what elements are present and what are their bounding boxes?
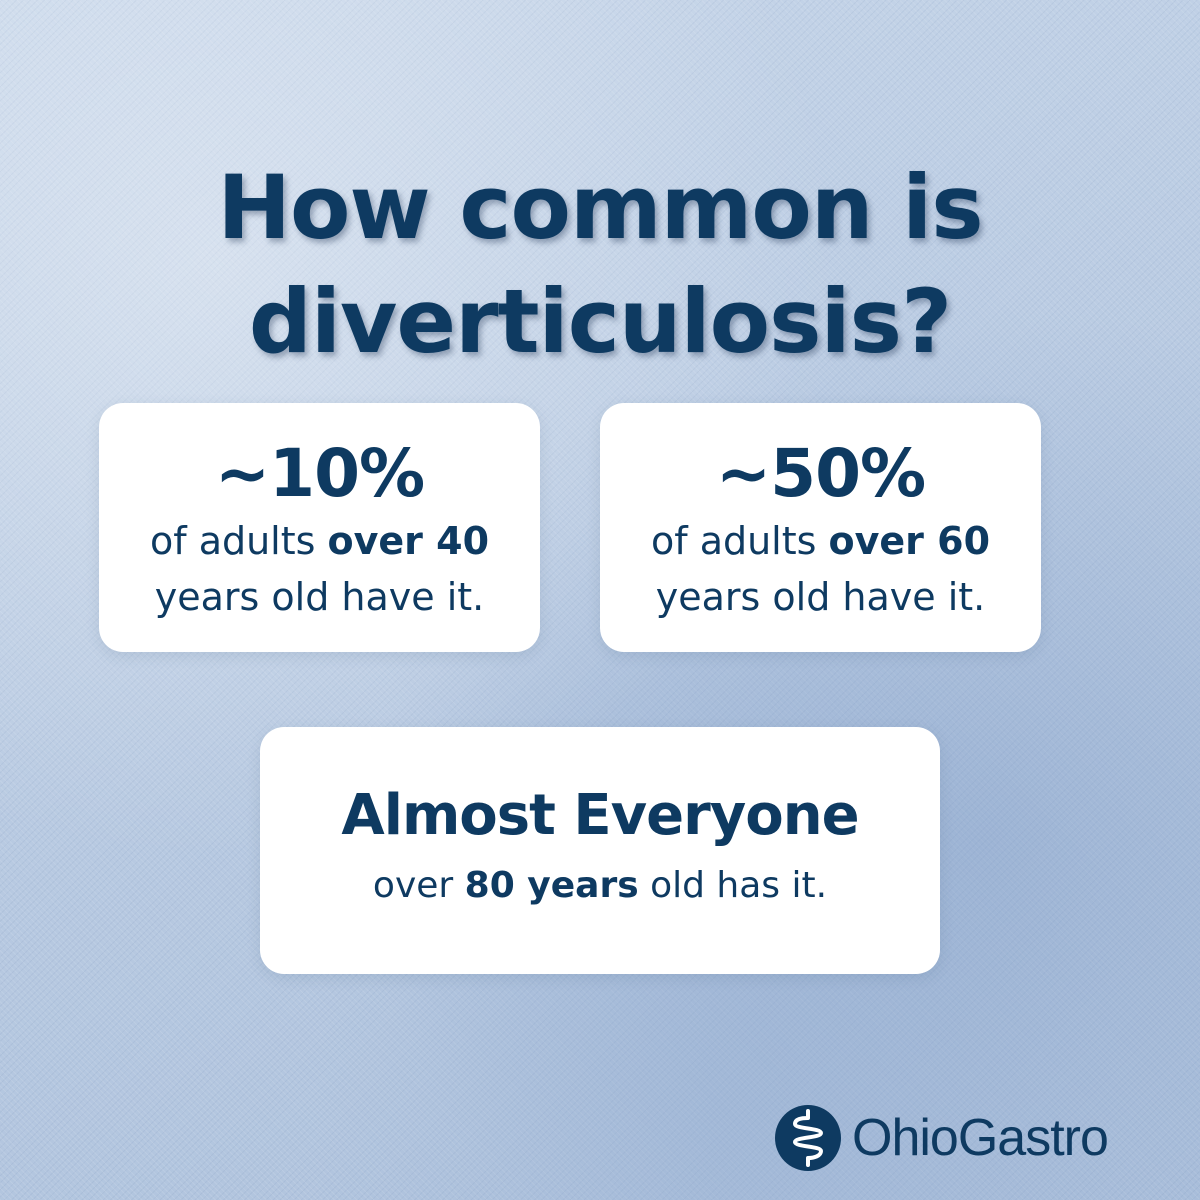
age-highlight: 80 years [464,865,639,906]
description-line-1: of adults over 60 [600,513,1041,569]
stat-value: Almost Everyone [341,783,859,848]
title-line-2: diverticulosis? [248,269,952,373]
stat-description: of adults over 60 years old have it. [600,513,1041,625]
description-text: of adults [650,519,829,563]
description-line-1: of adults over 40 [99,513,540,569]
description-line-2: years old have it. [655,575,986,619]
stat-card-over-40: ~10% of adults over 40 years old have it… [99,403,540,652]
age-highlight: over 40 [327,519,490,563]
stat-value: ~50% [715,435,926,512]
description-line-2: years old have it. [154,575,485,619]
title-line-1: How common is [217,155,983,259]
stat-description: of adults over 40 years old have it. [99,513,540,625]
age-highlight: over 60 [828,519,991,563]
description-text-end: old has it. [638,865,828,906]
page-title: How common is diverticulosis? [0,151,1200,379]
stat-card-over-80: Almost Everyone over 80 years old has it… [260,727,940,974]
stat-description: over 80 years old has it. [260,857,940,915]
stat-value: ~10% [214,435,425,512]
description-line-1: over 80 years old has it. [260,857,940,915]
description-text: over [372,865,465,906]
intestine-icon [775,1105,841,1171]
brand-logo: OhioGastro [774,1103,1174,1173]
brand-name: OhioGastro [852,1109,1109,1167]
stat-card-over-60: ~50% of adults over 60 years old have it… [600,403,1041,652]
description-text: of adults [149,519,328,563]
